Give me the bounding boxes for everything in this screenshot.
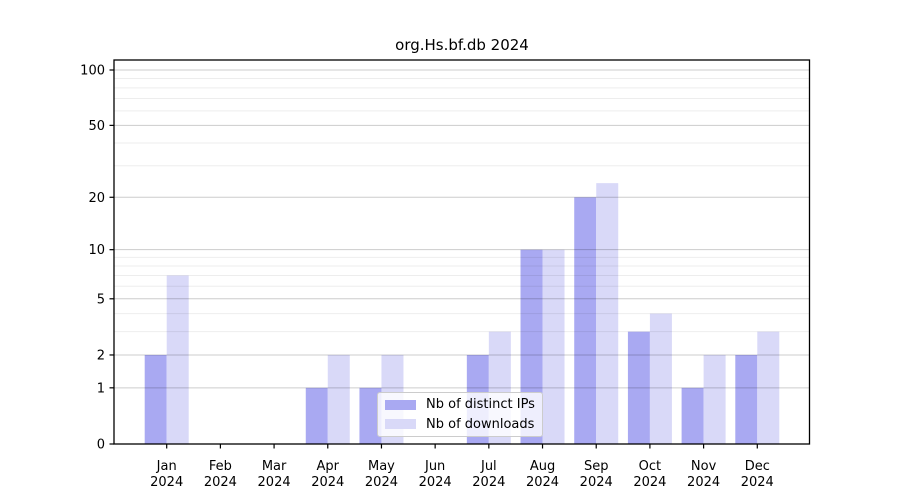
y-tick-label-50: 50 xyxy=(88,119,105,134)
x-tick-label-year-oct: 2024 xyxy=(633,475,666,490)
bar-downloads-jan xyxy=(166,275,189,444)
x-tick-label-year-dec: 2024 xyxy=(741,475,774,490)
bar-downloads-oct xyxy=(649,313,672,444)
x-tick-label-year-may: 2024 xyxy=(365,475,398,490)
x-tick-label-month-feb: Feb xyxy=(209,459,232,474)
plot-border xyxy=(113,59,811,445)
x-tick-label-month-nov: Nov xyxy=(691,459,717,474)
bar-downloads-dec xyxy=(757,331,780,444)
x-tick-label-month-dec: Dec xyxy=(745,459,770,474)
legend-swatch-distinct-ips xyxy=(385,399,416,410)
x-tick-label-year-feb: 2024 xyxy=(204,475,237,490)
legend-swatch-downloads xyxy=(385,419,416,430)
chart-legend: Nb of distinct IPs Nb of downloads xyxy=(377,392,543,437)
x-tick-label-month-aug: Aug xyxy=(530,459,555,474)
y-tick-label-1: 1 xyxy=(97,381,105,396)
x-tick-label-month-may: May xyxy=(368,459,395,474)
x-tick-label-month-apr: Apr xyxy=(317,459,340,474)
bar-distinct-ips-oct xyxy=(627,331,650,444)
bar-downloads-apr xyxy=(327,354,350,444)
x-tick-label-year-apr: 2024 xyxy=(311,475,344,490)
x-tick-label-month-jan: Jan xyxy=(156,459,177,474)
y-tick-label-10: 10 xyxy=(88,243,105,258)
bar-distinct-ips-apr xyxy=(305,387,328,444)
x-tick-label-month-jul: Jul xyxy=(480,459,497,474)
x-tick-label-month-oct: Oct xyxy=(639,459,661,474)
bar-downloads-aug xyxy=(542,249,565,444)
y-tick-label-2: 2 xyxy=(97,348,105,363)
legend-label-distinct-ips: Nb of distinct IPs xyxy=(426,397,535,413)
legend-label-downloads: Nb of downloads xyxy=(426,416,535,432)
x-tick-label-year-aug: 2024 xyxy=(526,475,559,490)
x-tick-label-year-nov: 2024 xyxy=(687,475,720,490)
x-tick-label-year-sep: 2024 xyxy=(580,475,613,490)
bar-distinct-ips-dec xyxy=(735,354,758,444)
x-tick-label-year-mar: 2024 xyxy=(258,475,291,490)
x-tick-label-year-jan: 2024 xyxy=(150,475,183,490)
bar-downloads-nov xyxy=(703,354,726,444)
y-tick-label-100: 100 xyxy=(80,64,105,79)
chart-title: org.Hs.bf.db 2024 xyxy=(395,36,529,54)
bar-distinct-ips-jan xyxy=(144,354,167,444)
bar-distinct-ips-nov xyxy=(681,387,704,444)
x-tick-label-month-sep: Sep xyxy=(584,459,609,474)
x-tick-label-month-mar: Mar xyxy=(262,459,287,474)
x-tick-label-month-jun: Jun xyxy=(424,459,445,474)
x-tick-label-year-jun: 2024 xyxy=(419,475,452,490)
legend-item-distinct-ips: Nb of distinct IPs xyxy=(385,395,542,414)
y-tick-label-0: 0 xyxy=(97,438,105,453)
bar-distinct-ips-sep xyxy=(574,197,597,444)
bar-distinct-ips-may xyxy=(359,387,382,444)
x-tick-label-year-jul: 2024 xyxy=(472,475,505,490)
legend-item-downloads: Nb of downloads xyxy=(385,415,542,434)
bar-downloads-sep xyxy=(596,183,619,444)
y-tick-label-20: 20 xyxy=(88,191,105,206)
y-tick-label-5: 5 xyxy=(97,292,105,307)
